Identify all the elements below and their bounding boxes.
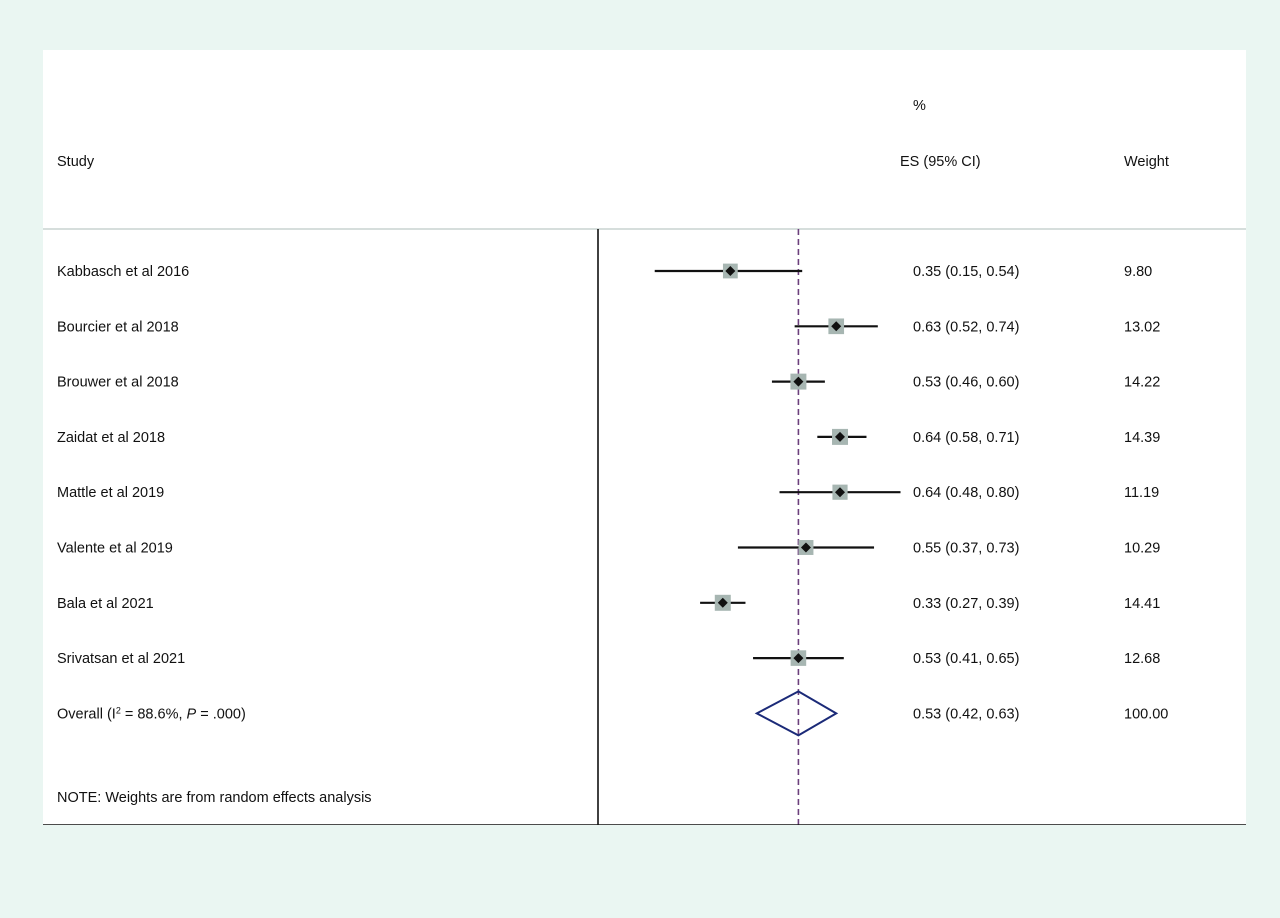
overall-label-suffix: = .000) <box>196 706 246 722</box>
study-label: Kabbasch et al 2016 <box>57 264 189 280</box>
point-estimate <box>831 321 842 332</box>
header-study: Study <box>57 154 95 170</box>
study-row: Brouwer et al 2018 0.53 (0.46, 0.60) 14.22 <box>57 373 1160 391</box>
weight-label: 14.39 <box>1124 430 1160 446</box>
study-row: Bourcier et al 2018 0.63 (0.52, 0.74) 13.0… <box>57 318 1160 335</box>
es-ci-label: 0.64 (0.58, 0.71) <box>913 430 1019 446</box>
weight-label: 10.29 <box>1124 541 1160 557</box>
es-ci-label: 0.53 (0.41, 0.65) <box>913 651 1019 667</box>
study-label: Valente et al 2019 <box>57 541 173 557</box>
point-estimate <box>717 597 728 608</box>
forest-plot-panel: % Study ES (95% CI) Weight Kabbasch et a… <box>43 50 1246 825</box>
study-label: Zaidat et al 2018 <box>57 430 165 446</box>
weight-label: 9.80 <box>1124 264 1152 280</box>
study-row: Mattle et al 2019 0.64 (0.48, 0.80) 11.19 <box>57 484 1159 501</box>
study-label: Bourcier et al 2018 <box>57 319 179 335</box>
forest-plot: % Study ES (95% CI) Weight Kabbasch et a… <box>43 98 1246 825</box>
overall-label-p: P <box>187 706 197 722</box>
weight-label: 13.02 <box>1124 319 1160 335</box>
overall-es-ci-label: 0.53 (0.42, 0.63) <box>913 706 1019 722</box>
study-row: Zaidat et al 2018 0.64 (0.58, 0.71) 14.39 <box>57 428 1160 446</box>
study-label: Srivatsan et al 2021 <box>57 651 185 667</box>
study-row: Kabbasch et al 2016 0.35 (0.15, 0.54) 9.80 <box>57 263 1152 280</box>
es-ci-label: 0.53 (0.46, 0.60) <box>913 375 1019 391</box>
overall-label: Overall (I2 = 88.6%, P = .000) <box>57 705 246 722</box>
overall-diamond <box>754 690 839 737</box>
es-ci-label: 0.33 (0.27, 0.39) <box>913 596 1019 612</box>
header-es: ES (95% CI) <box>900 154 981 170</box>
weight-label: 14.41 <box>1124 596 1160 612</box>
es-ci-label: 0.63 (0.52, 0.74) <box>913 319 1019 335</box>
overall-label-sup: 2 <box>116 705 121 715</box>
study-row: Bala et al 2021 0.33 (0.27, 0.39) 14.41 <box>57 594 1160 612</box>
es-ci-label: 0.55 (0.37, 0.73) <box>913 541 1019 557</box>
study-label: Brouwer et al 2018 <box>57 375 179 391</box>
point-estimate <box>725 266 736 276</box>
study-row: Srivatsan et al 2021 0.53 (0.41, 0.65) 12.… <box>57 650 1160 667</box>
note-text: NOTE: Weights are from random effects an… <box>57 790 372 806</box>
point-estimate <box>800 542 811 553</box>
study-row: Valente et al 2019 0.55 (0.37, 0.73) 10.29 <box>57 540 1160 557</box>
weight-label: 14.22 <box>1124 375 1160 391</box>
weight-label: 12.68 <box>1124 651 1160 667</box>
point-estimate <box>793 376 804 387</box>
point-estimate <box>835 487 846 498</box>
study-label: Bala et al 2021 <box>57 596 154 612</box>
header-pct: % <box>913 98 926 114</box>
study-label: Mattle et al 2019 <box>57 485 164 501</box>
weight-label: 11.19 <box>1124 485 1159 501</box>
overall-label-mid: = 88.6%, <box>121 706 187 722</box>
es-ci-label: 0.64 (0.48, 0.80) <box>913 485 1019 501</box>
overall-weight-label: 100.00 <box>1124 706 1168 722</box>
header-weight: Weight <box>1124 154 1169 170</box>
point-estimate <box>793 653 804 664</box>
point-estimate <box>835 431 846 442</box>
overall-label-prefix: Overall (I <box>57 706 116 722</box>
es-ci-label: 0.35 (0.15, 0.54) <box>913 264 1019 280</box>
